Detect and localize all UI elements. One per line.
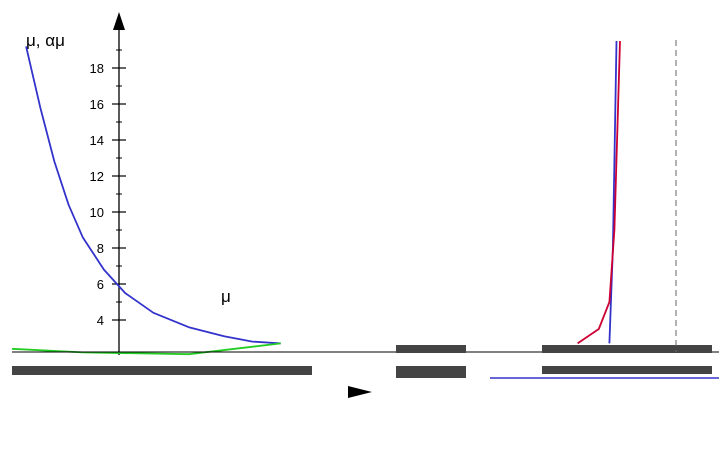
y-tick-label: 18 — [90, 61, 104, 76]
artifact-block — [396, 366, 466, 378]
y-tick-label: 14 — [90, 133, 104, 148]
y-tick-label: 8 — [97, 241, 104, 256]
y-tick-label: 6 — [97, 277, 104, 292]
artifact-block — [542, 366, 712, 374]
y-tick-label: 4 — [97, 313, 104, 328]
series-line-0 — [25, 46, 281, 345]
series-line-2 — [577, 40, 621, 345]
y-axis-ticks: 4 6 8 10 12 14 16 18 — [90, 49, 126, 328]
y-tick-label: 10 — [90, 205, 104, 220]
y-axis-arrow — [113, 12, 125, 30]
artifact-band — [12, 366, 312, 375]
series-line-3 — [11, 342, 281, 356]
y-tick-label: 16 — [90, 97, 104, 112]
horizontal-axis-artifacts — [12, 345, 719, 398]
mu-curve-label: μ — [221, 287, 231, 306]
artifact-block — [542, 345, 712, 353]
x-axis-arrow — [348, 386, 372, 398]
y-axis-title: μ, αμ — [26, 31, 65, 50]
series-group — [11, 40, 621, 356]
y-tick-label: 12 — [90, 169, 104, 184]
artifact-block — [396, 345, 466, 353]
